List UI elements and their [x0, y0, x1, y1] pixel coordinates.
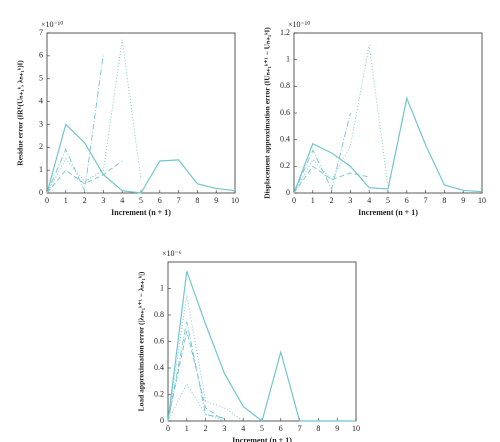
y-tick-label: 0	[39, 188, 43, 197]
y-axis-label: Displacement approximation error (‖Uₙ₊₁ᵏ…	[263, 27, 272, 199]
series-line	[46, 53, 104, 194]
x-tick-label: 3	[348, 196, 352, 205]
y-tick-label: 0	[160, 416, 164, 425]
y-tick-label: 0.6	[280, 108, 290, 117]
x-tick-label: 3	[222, 424, 226, 433]
x-tick-label: 0	[45, 196, 49, 205]
x-tick-label: 6	[405, 196, 409, 205]
y-tick-label: 0.8	[280, 81, 290, 90]
y-tick-label: 1	[160, 283, 164, 292]
y-axis-label: Residue error (‖Rᴱ(Uₙ₊₁ᵏ, λₙ₊₁ᵏ)‖)	[16, 60, 25, 166]
y-tick-label: 1	[39, 165, 43, 174]
series-line	[46, 123, 236, 194]
series-line	[293, 96, 483, 194]
scale-label: ×10⁻⁶	[162, 249, 182, 258]
scale-label: ×10⁻¹⁰	[288, 20, 310, 29]
x-axis-label: Increment (n + 1)	[111, 208, 171, 217]
x-tick-label: 9	[335, 424, 339, 433]
x-tick-label: 6	[158, 196, 162, 205]
x-tick-label: 4	[120, 196, 124, 205]
y-tick-label: 1.2	[280, 28, 290, 37]
x-axis-label: Increment (n + 1)	[232, 436, 292, 442]
plot-frame	[46, 32, 236, 194]
series-line	[293, 165, 370, 194]
series-line	[167, 330, 225, 422]
x-tick-label: 1	[185, 424, 189, 433]
x-tick-label: 10	[352, 424, 360, 433]
y-tick-label: 0.6	[154, 336, 164, 345]
x-tick-label: 1	[64, 196, 68, 205]
y-tick-label: 6	[39, 51, 43, 60]
x-tick-label: 2	[330, 196, 334, 205]
series-line	[167, 321, 225, 422]
plot-frame	[167, 261, 357, 422]
x-tick-label: 7	[424, 196, 428, 205]
x-tick-label: 7	[177, 196, 181, 205]
x-tick-label: 3	[101, 196, 105, 205]
x-tick-label: 4	[241, 424, 245, 433]
series-line	[293, 112, 351, 194]
x-tick-label: 10	[231, 196, 239, 205]
series-line	[46, 160, 123, 194]
y-tick-label: 0	[286, 188, 290, 197]
x-tick-label: 8	[442, 196, 446, 205]
x-tick-label: 9	[461, 196, 465, 205]
x-tick-label: 5	[139, 196, 143, 205]
y-tick-label: 7	[39, 28, 43, 37]
y-axis-label: Load approximation error (|λₙ₊₁ᵏ⁺¹ − λₙ₊…	[137, 271, 146, 411]
y-tick-label: 0.4	[154, 363, 164, 372]
x-tick-label: 1	[311, 196, 315, 205]
y-tick-label: 0.4	[280, 134, 290, 143]
y-tick-label: 5	[39, 74, 43, 83]
x-tick-label: 6	[279, 424, 283, 433]
x-tick-label: 2	[204, 424, 208, 433]
x-tick-label: 9	[214, 196, 218, 205]
x-tick-label: 0	[292, 196, 296, 205]
y-tick-label: 0.8	[154, 310, 164, 319]
y-tick-label: 3	[39, 119, 43, 128]
y-tick-label: 0.2	[154, 389, 164, 398]
x-tick-label: 4	[367, 196, 371, 205]
series-line	[293, 44, 389, 194]
x-tick-label: 2	[83, 196, 87, 205]
x-tick-label: 0	[166, 424, 170, 433]
x-axis-label: Increment (n + 1)	[358, 208, 418, 217]
y-tick-label: 4	[39, 96, 43, 105]
scale-label: ×10⁻¹⁰	[41, 20, 63, 29]
x-tick-label: 10	[478, 196, 486, 205]
x-tick-label: 7	[298, 424, 302, 433]
series-line	[167, 382, 225, 422]
x-tick-label: 5	[260, 424, 264, 433]
series-line	[167, 295, 244, 422]
x-tick-label: 8	[195, 196, 199, 205]
series-line	[46, 39, 142, 194]
y-tick-label: 0.2	[280, 161, 290, 170]
y-tick-label: 1	[286, 54, 290, 63]
x-tick-label: 5	[386, 196, 390, 205]
x-tick-label: 8	[316, 424, 320, 433]
series-line	[167, 271, 356, 423]
y-tick-label: 2	[39, 142, 43, 151]
